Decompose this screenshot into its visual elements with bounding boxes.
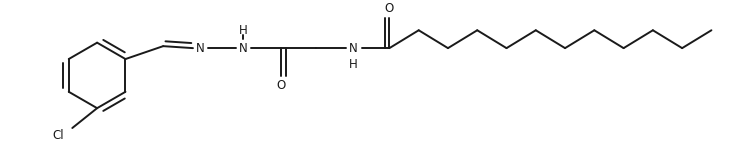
- Text: H: H: [349, 57, 358, 71]
- Text: Cl: Cl: [52, 129, 64, 142]
- Text: N: N: [238, 42, 247, 55]
- Text: H: H: [238, 24, 247, 37]
- Text: N: N: [196, 42, 204, 55]
- Text: N: N: [349, 42, 358, 55]
- Text: O: O: [384, 2, 394, 15]
- Text: O: O: [277, 79, 286, 92]
